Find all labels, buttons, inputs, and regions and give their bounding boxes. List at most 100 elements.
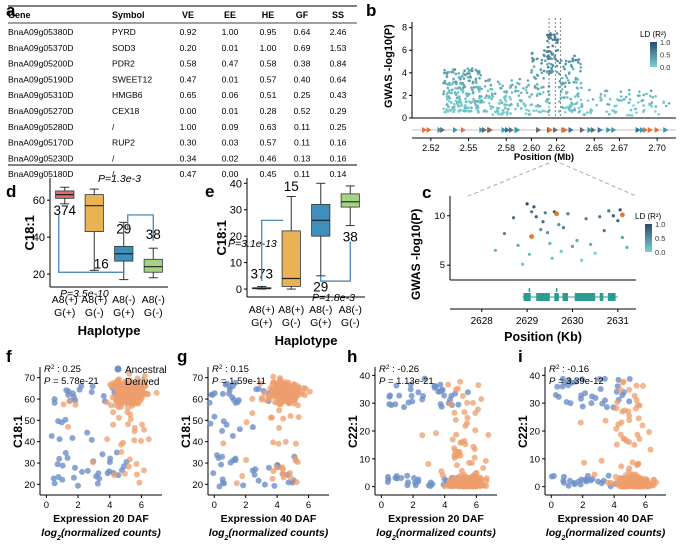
b-snp-point [490,87,494,91]
c-snp-point [541,220,545,224]
b-snp-point [489,104,492,108]
f-ancestral-point [100,393,107,400]
g-ancestral-point [240,482,247,489]
b-snp-point [543,59,547,63]
g-ancestral-point [271,482,278,489]
g-ancestral-point [219,427,226,434]
c-exon [607,293,616,301]
f-y-label: C18:1 [11,415,25,448]
e-y-tick-label: 30 [230,205,242,217]
b-snp-point [526,79,530,82]
b-snp-point [516,104,520,108]
b-snp-point [476,109,480,112]
panel-letter-g: g [177,347,187,366]
g-ancestral-point [229,432,236,439]
log2-a: log [376,527,392,539]
c-exon [554,293,559,301]
b-snp-point [503,103,506,106]
h-ancestral-point [409,398,416,405]
table-cell: 0.43 [330,90,347,100]
b-snp-point [571,57,575,61]
b-snp-point [446,97,449,101]
b-snp-point [579,62,582,66]
g-derived-point [277,376,284,383]
f-x-label2: log2(normalized counts) [41,527,161,542]
b-snp-point [523,103,527,107]
f-ancestral-point [78,468,85,475]
b-snp-point [501,108,505,112]
b-snp-point [524,88,528,92]
f-derived-point [127,378,134,385]
b-gene-arrow [643,127,649,133]
r2-superscript: 2 [51,364,55,371]
b-snp-point [577,58,581,61]
f-derived-point [66,398,73,405]
b-snp-point [550,53,554,56]
d-pvalue-label: P=1.3e-3 [98,173,141,185]
table-cell: 0.16 [330,153,347,163]
panel-letter-a: a [6,1,16,20]
g-derived-point [294,402,301,409]
b-snp-point [555,64,559,68]
i-r2-label: R2 : -0.16 [549,364,589,376]
b-snp-point [462,77,466,80]
i-derived-point [612,473,619,480]
b-snp-point [493,92,497,96]
b-y-tick-label: 2 [402,90,407,100]
e-box [340,193,360,208]
h-derived-point [459,392,466,399]
b-snp-point [568,107,571,111]
b-snp-point [514,89,517,93]
table-cell: 0.64 [294,27,311,37]
b-snp-point [640,99,644,103]
b-snp-point [634,107,638,111]
f-ancestral-point [76,386,83,393]
i-derived-point [639,422,646,429]
i-ancestral-point [555,393,562,400]
b-snp-point [620,95,623,98]
f-y-tick-label: 30 [24,459,35,470]
i-derived-point [623,474,630,481]
b-snp-point [535,83,539,86]
b-snp-point [474,77,478,81]
g-ancestral-point [210,470,217,477]
b-snp-point [525,108,528,112]
h-derived-point [483,477,490,484]
table-cell: BnaA09g05370D [8,43,73,53]
h-ancestral-point [388,402,395,409]
g-derived-point [249,410,256,417]
g-derived-point [293,479,300,486]
legend-tick: 0.5 [655,234,665,243]
b-snp-point [557,110,561,113]
f-ancestral-point [69,435,76,442]
g-derived-point [294,458,301,465]
g-derived-point [275,440,282,447]
b-gene-arrow [426,127,432,133]
c-lead-snp-point [619,212,625,218]
i-derived-point [577,419,584,426]
g-y-tick-label: 60 [192,395,203,406]
b-snp-point [567,79,570,82]
b-snp-point [611,109,614,112]
table-cell: BnaA09g05310D [8,90,73,100]
f-ancestral-point [71,464,78,471]
i-derived-point [598,457,605,464]
b-snp-point [466,67,470,70]
c-snp-point [559,249,563,253]
b-snp-point [627,88,631,92]
b-snp-point [480,95,483,98]
table-cell: 0.25 [330,122,347,132]
log2-sub: 2 [561,535,566,542]
g-ancestral-point [226,390,233,397]
b-x-tick-label: 2.58 [498,143,516,153]
table-cell: / [112,169,115,179]
f-ancestral-point [88,436,95,443]
b-snp-point [505,110,509,114]
b-snp-point [442,107,445,111]
b-snp-point [464,97,467,101]
b-gene-arrow [440,127,446,133]
b-gene-arrow [635,127,641,133]
b-snp-point [508,95,512,99]
g-derived-point [295,414,302,421]
f-derived-point [141,378,148,385]
